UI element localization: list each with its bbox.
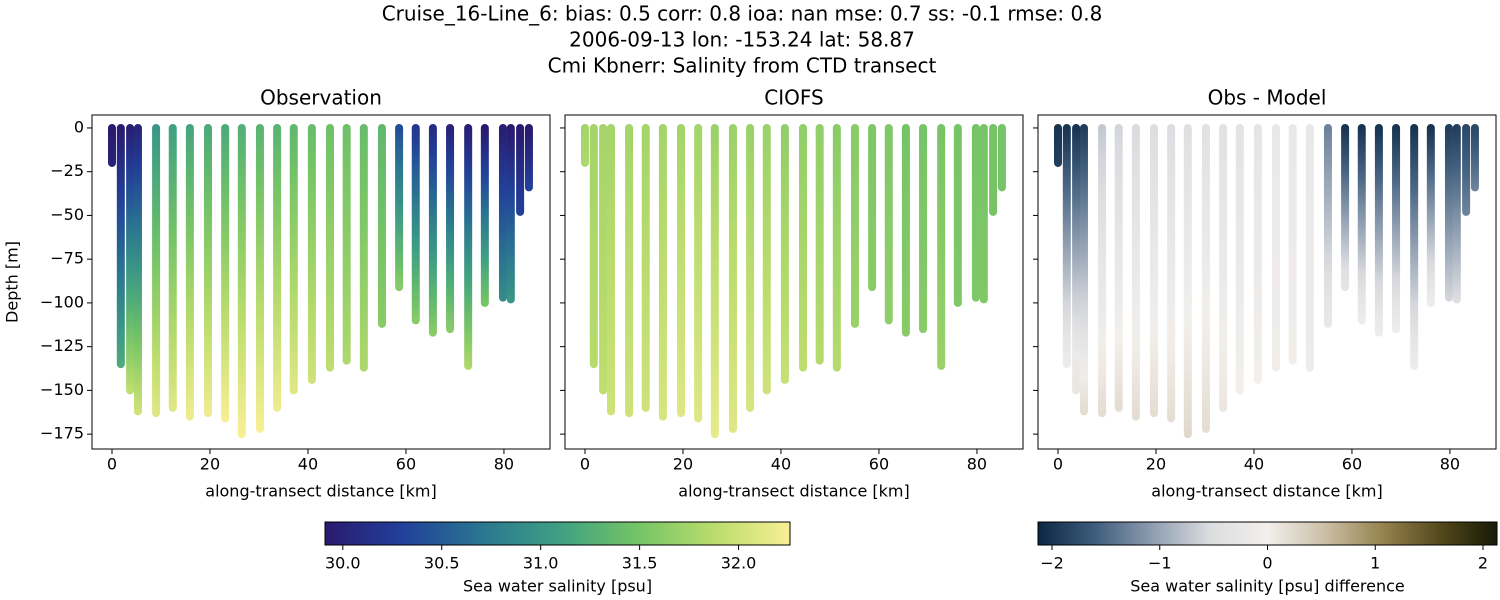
x-tick-label: 20 bbox=[1146, 455, 1166, 474]
colorbar bbox=[1037, 521, 1498, 546]
y-tick-label: −175 bbox=[40, 424, 84, 443]
colorbar-tick-label: 0 bbox=[1262, 554, 1272, 573]
axes-frame bbox=[564, 114, 1024, 450]
x-tick-label: 60 bbox=[396, 455, 416, 474]
x-tick-label: 40 bbox=[771, 455, 791, 474]
y-tick-label: −125 bbox=[40, 336, 84, 355]
colorbar-label: Sea water salinity [psu] bbox=[463, 577, 652, 596]
subtitle: 2006-09-13 lon: -153.24 lat: 58.87 bbox=[569, 28, 915, 52]
y-axis-label: Depth [m] bbox=[3, 241, 22, 323]
axes-frame bbox=[1037, 114, 1497, 450]
panel bbox=[1053, 123, 1479, 439]
panel bbox=[580, 123, 1006, 439]
y-tick-label: −25 bbox=[50, 161, 84, 180]
x-tick-label: 40 bbox=[298, 455, 318, 474]
x-tick-label: 20 bbox=[200, 455, 220, 474]
title: Cruise_16-Line_6: bias: 0.5 corr: 0.8 io… bbox=[382, 2, 1103, 26]
colorbar-tick-label: 2 bbox=[1478, 554, 1488, 573]
x-tick-label: 0 bbox=[580, 455, 590, 474]
colorbar-tick-label: −1 bbox=[1148, 554, 1172, 573]
colorbar-tick-label: 31.5 bbox=[622, 554, 658, 573]
y-tick-label: −75 bbox=[50, 249, 84, 268]
y-tick-label: 0 bbox=[74, 117, 84, 136]
colorbar-tick-label: 30.5 bbox=[424, 554, 460, 573]
colorbar bbox=[324, 521, 791, 546]
x-tick-label: 80 bbox=[494, 455, 514, 474]
colorbar-tick-label: 1 bbox=[1370, 554, 1380, 573]
x-tick-label: 60 bbox=[869, 455, 889, 474]
y-tick-label: −150 bbox=[40, 380, 84, 399]
colorbar-label: Sea water salinity [psu] difference bbox=[1130, 577, 1405, 596]
x-tick-label: 80 bbox=[1440, 455, 1460, 474]
x-tick-label: 20 bbox=[673, 455, 693, 474]
panel-title: Obs - Model bbox=[1208, 86, 1327, 110]
panel-title: Observation bbox=[260, 86, 382, 110]
x-tick-label: 80 bbox=[967, 455, 987, 474]
x-axis-label: along-transect distance [km] bbox=[1151, 482, 1382, 501]
y-tick-label: −50 bbox=[50, 205, 84, 224]
x-tick-label: 60 bbox=[1342, 455, 1362, 474]
panel bbox=[107, 123, 533, 439]
colorbar-tick-label: 32.0 bbox=[721, 554, 757, 573]
panel-title: CIOFS bbox=[764, 86, 823, 110]
colorbar-tick-label: 30.0 bbox=[325, 554, 361, 573]
x-tick-label: 40 bbox=[1244, 455, 1264, 474]
x-tick-label: 0 bbox=[107, 455, 117, 474]
y-tick-label: −100 bbox=[40, 292, 84, 311]
x-axis-label: along-transect distance [km] bbox=[205, 482, 436, 501]
x-tick-label: 0 bbox=[1053, 455, 1063, 474]
subtitle: Cmi Kbnerr: Salinity from CTD transect bbox=[548, 54, 937, 78]
axes-frame bbox=[91, 114, 551, 450]
colorbar-tick-label: 31.0 bbox=[523, 554, 559, 573]
x-axis-label: along-transect distance [km] bbox=[678, 482, 909, 501]
colorbar-tick-label: −2 bbox=[1040, 554, 1064, 573]
